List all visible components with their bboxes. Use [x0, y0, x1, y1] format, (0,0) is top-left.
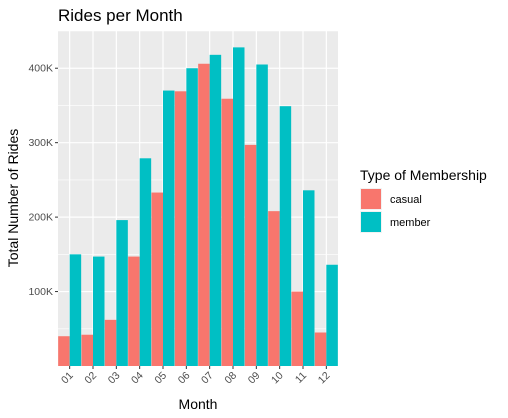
x-tick-label: 09	[246, 370, 263, 387]
bar-casual-10	[268, 211, 280, 366]
y-tick-label: 100K	[28, 286, 53, 298]
plot-panel	[58, 31, 338, 366]
bar-casual-04	[128, 256, 140, 366]
bar-casual-11	[291, 291, 303, 366]
bar-casual-08	[221, 98, 233, 366]
y-axis-title: Total Number of Rides	[5, 129, 21, 268]
x-tick-label: 06	[176, 370, 193, 387]
bar-casual-02	[81, 334, 93, 366]
chart-title: Rides per Month	[58, 6, 183, 25]
bar-casual-07	[198, 63, 210, 366]
bar-casual-12	[314, 332, 327, 366]
bar-member-07	[209, 54, 222, 366]
x-tick-label: 03	[106, 370, 123, 387]
bar-member-09	[256, 64, 268, 366]
bar-casual-01	[58, 336, 70, 366]
x-tick-label: 12	[316, 370, 333, 387]
x-tick-label: 01	[59, 370, 76, 387]
bar-member-05	[163, 90, 175, 367]
bar-casual-09	[244, 144, 257, 366]
y-axis: 100K 200K 300K 400K	[28, 63, 58, 298]
bar-member-04	[139, 158, 152, 366]
legend-swatch-member	[361, 212, 381, 232]
bar-member-01	[69, 254, 82, 366]
bar-casual-05	[151, 192, 163, 366]
legend-title: Type of Membership	[360, 167, 487, 183]
x-tick-label: 05	[152, 370, 169, 387]
y-tick-label: 200K	[28, 212, 53, 224]
legend-label-member: member	[390, 217, 431, 229]
bar-member-10	[279, 106, 292, 366]
bar-member-02	[93, 256, 105, 366]
x-tick-label: 10	[269, 370, 286, 387]
x-tick-label: 04	[129, 370, 146, 387]
y-tick-label: 300K	[28, 137, 53, 149]
bar-member-06	[186, 68, 198, 366]
legend: Type of Membership casual member	[360, 167, 487, 233]
bar-member-08	[233, 47, 245, 366]
bar-member-03	[116, 220, 128, 366]
x-tick-label: 08	[222, 370, 239, 387]
bar-member-12	[326, 264, 338, 366]
bar-casual-03	[104, 319, 117, 366]
x-tick-label: 02	[82, 370, 99, 387]
bar-member-11	[303, 190, 315, 366]
bar-casual-06	[174, 91, 187, 367]
x-tick-label: 11	[293, 370, 309, 386]
x-axis: 01 02 03 04 05 06 07 08 09 10 11 12	[59, 366, 333, 386]
legend-label-casual: casual	[390, 194, 422, 206]
x-axis-title: Month	[179, 396, 218, 412]
legend-swatch-casual	[361, 189, 381, 209]
x-tick-label: 07	[199, 370, 216, 387]
bars	[58, 47, 338, 367]
y-tick-label: 400K	[28, 63, 53, 75]
